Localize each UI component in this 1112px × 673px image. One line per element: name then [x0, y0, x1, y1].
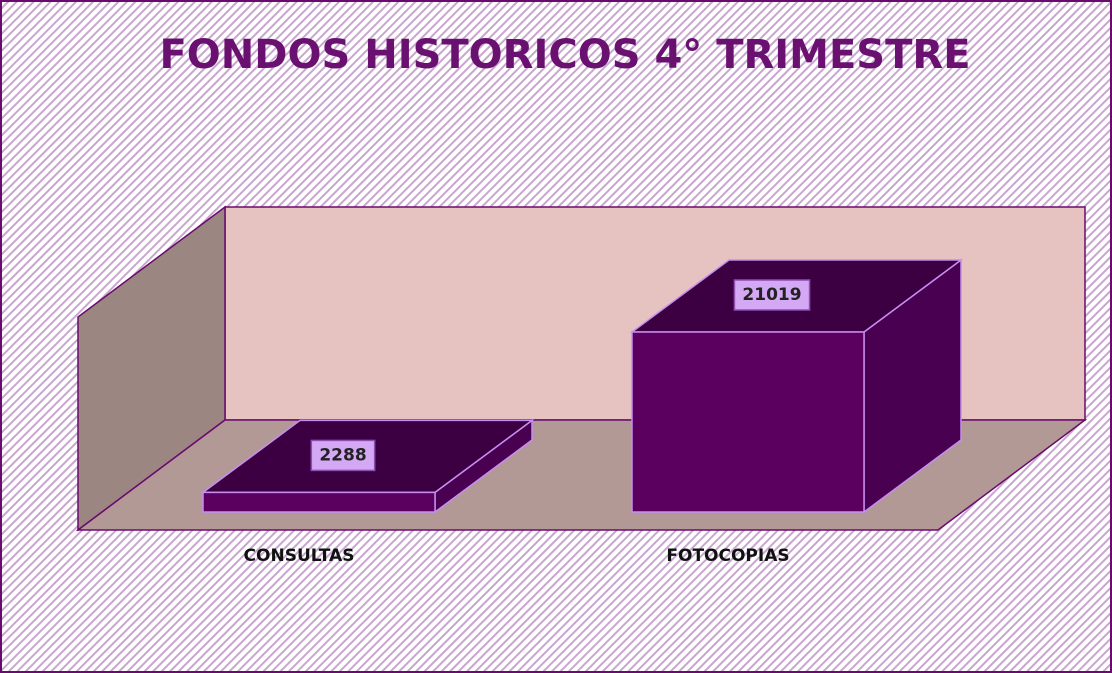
data-label: 21019	[742, 285, 801, 305]
x-tick-label: CONSULTAS	[244, 546, 355, 566]
x-tick-label: FOTOCOPIAS	[666, 546, 789, 566]
data-label: 2288	[319, 445, 366, 465]
bar	[202, 491, 436, 513]
data-label-box	[733, 279, 811, 311]
chart-title: FONDOS HISTORICOS 4° TRIMESTRE	[159, 32, 970, 78]
data-label-box	[310, 439, 376, 472]
bar	[631, 331, 865, 513]
